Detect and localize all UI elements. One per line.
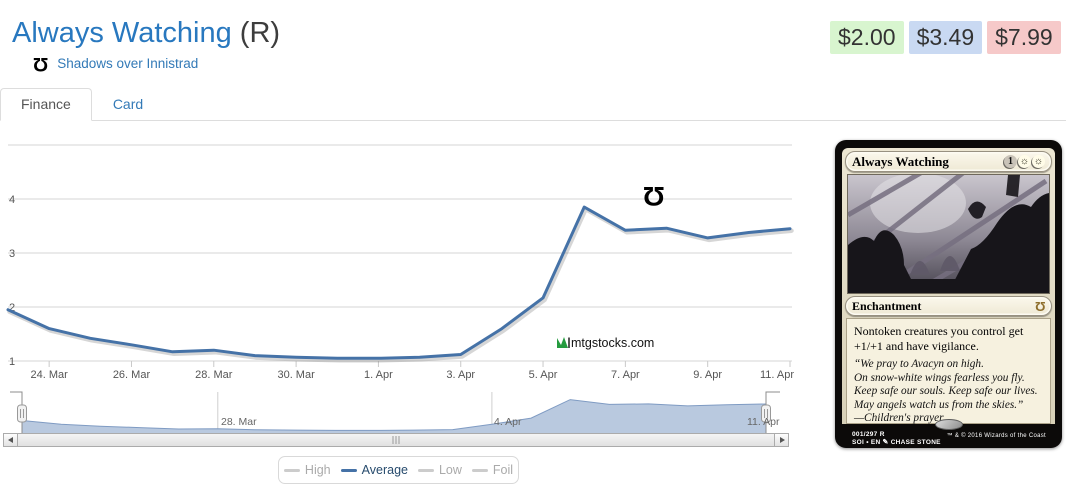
generic-mana-icon: 1 bbox=[1004, 155, 1017, 168]
x-axis-label: 11. Apr bbox=[760, 369, 794, 381]
mana-cost: 1 ☼ ☼ bbox=[1004, 155, 1045, 168]
card-frame: Always Watching 1 ☼ ☼ bbox=[842, 148, 1055, 424]
scrollbar-right-button[interactable] bbox=[774, 433, 789, 447]
card-image: Always Watching 1 ☼ ☼ bbox=[835, 140, 1062, 448]
flavor-line: Keep safe our souls. Keep safe our lives… bbox=[854, 385, 1038, 398]
y-axis-label: 2 bbox=[9, 302, 15, 314]
card-set-symbol-icon: Ω bbox=[1034, 298, 1045, 314]
navigator-left-handle[interactable] bbox=[17, 404, 27, 423]
scrollbar-grip[interactable] bbox=[392, 436, 400, 444]
navigator-outline bbox=[21, 399, 767, 431]
legend-item-average[interactable]: Average bbox=[340, 463, 408, 477]
card-type-bar: Enchantment Ω bbox=[845, 296, 1052, 316]
card-rules-text: Nontoken creatures you control get +1/+1… bbox=[854, 324, 1024, 353]
set-code-artist-line: SOI • EN ✎ Chase Stone bbox=[852, 439, 941, 446]
card-title-bar: Always Watching 1 ☼ ☼ bbox=[845, 151, 1052, 172]
copyright-text: ™ & © 2016 Wizards of the Coast bbox=[946, 433, 1046, 439]
navigator-label-3: 11. Apr bbox=[747, 416, 780, 428]
tab-bar: Finance Card bbox=[0, 88, 1066, 121]
set-name-link[interactable]: Shadows over Innistrad bbox=[57, 56, 199, 71]
chart-legend: High Average Low Foil bbox=[278, 456, 519, 484]
x-axis-label: 5. Apr bbox=[529, 369, 558, 381]
white-mana-icon: ☼ bbox=[1032, 155, 1045, 168]
white-mana-icon: ☼ bbox=[1018, 155, 1031, 168]
navigator-label-1: 28. Mar bbox=[221, 416, 257, 428]
chart-navigator[interactable] bbox=[0, 386, 800, 438]
x-axis-label: 9. Apr bbox=[693, 369, 722, 381]
brush-icon: ✎ bbox=[882, 439, 889, 446]
average-line-shadow bbox=[7, 206, 794, 363]
price-history-chart[interactable]: 1 2 3 4 24. Mar 26. Mar 28. Mar 30. Mar 1. Apr 3.… bbox=[0, 130, 800, 386]
legend-dash-icon bbox=[471, 468, 488, 472]
y-axis-label: 1 bbox=[9, 356, 15, 368]
scrollbar-left-button[interactable] bbox=[3, 433, 18, 447]
x-axis-label: 24. Mar bbox=[31, 369, 69, 381]
x-axis-label: 26. Mar bbox=[113, 369, 151, 381]
price-badge-average: $3.49 bbox=[908, 21, 983, 54]
navigator-area bbox=[22, 399, 766, 433]
legend-label: Low bbox=[438, 463, 462, 477]
card-flavor-text: “We pray to Avacyn on high. On snow-white… bbox=[854, 358, 1043, 426]
x-axis-label: 3. Apr bbox=[446, 369, 475, 381]
artist-name: Chase Stone bbox=[890, 439, 941, 446]
flavor-line: “We pray to Avacyn on high. bbox=[854, 358, 984, 370]
set-row: Ω Shadows over Innistrad bbox=[33, 53, 199, 74]
legend-dash-icon bbox=[340, 468, 357, 472]
legend-item-foil[interactable]: Foil bbox=[471, 463, 514, 477]
watermark-text: mtgstocks.com bbox=[571, 336, 655, 350]
navigator-label-2: 4. Apr bbox=[494, 416, 522, 428]
collector-number: 001/297 R bbox=[852, 431, 885, 438]
legend-label: Average bbox=[361, 463, 408, 477]
holofoil-stamp bbox=[935, 419, 963, 430]
legend-item-low[interactable]: Low bbox=[417, 463, 462, 477]
chart-scrollbar[interactable] bbox=[3, 433, 789, 447]
tab-finance[interactable]: Finance bbox=[0, 88, 92, 121]
y-axis-label: 3 bbox=[9, 248, 15, 260]
x-axis-label: 7. Apr bbox=[611, 369, 640, 381]
card-artwork bbox=[847, 174, 1050, 294]
flavor-line: May angels watch us from the skies.” bbox=[854, 398, 1024, 411]
set-symbol-watermark-icon: Ω bbox=[643, 181, 665, 211]
x-axis-label: 30. Mar bbox=[277, 369, 315, 381]
y-axis-label: 4 bbox=[9, 194, 15, 206]
right-arrow-icon bbox=[779, 437, 788, 443]
flavor-line: On snow-white wings fearless you fly. bbox=[854, 371, 1025, 384]
flavor-line: —Children's prayer bbox=[854, 412, 944, 425]
price-badges: $2.00 $3.49 $7.99 bbox=[830, 21, 1061, 54]
rarity-suffix: (R) bbox=[239, 17, 281, 49]
card-text-box: Nontoken creatures you control get +1/+1… bbox=[846, 318, 1051, 424]
scrollbar-track[interactable] bbox=[18, 433, 774, 447]
x-axis-label: 28. Mar bbox=[195, 369, 233, 381]
set-code: SOI • EN bbox=[852, 439, 881, 446]
mtgstocks-logo-icon bbox=[557, 337, 570, 348]
legend-label: Foil bbox=[492, 463, 514, 477]
tab-card[interactable]: Card bbox=[112, 96, 144, 112]
legend-dash-icon bbox=[417, 468, 434, 472]
card-art-illustration bbox=[848, 175, 1049, 293]
card-type-text: Enchantment bbox=[852, 298, 922, 313]
page-title: Always Watching (R) bbox=[12, 16, 280, 51]
legend-dash-icon bbox=[283, 468, 300, 472]
left-arrow-icon bbox=[5, 437, 13, 443]
price-badge-low: $2.00 bbox=[830, 21, 904, 54]
average-price-line bbox=[6, 205, 792, 360]
x-axis-label: 1. Apr bbox=[364, 369, 393, 381]
shadows-over-innistrad-set-icon: Ω bbox=[33, 53, 49, 74]
legend-label: High bbox=[304, 463, 331, 477]
card-title-text: Always Watching bbox=[852, 153, 949, 169]
navigator-right-handle[interactable] bbox=[761, 404, 771, 423]
card-name-heading: Always Watching bbox=[12, 17, 232, 49]
mtgstocks-watermark: mtgstocks.com bbox=[556, 336, 654, 350]
legend-item-high[interactable]: High bbox=[283, 463, 331, 477]
price-badge-high: $7.99 bbox=[987, 21, 1061, 54]
